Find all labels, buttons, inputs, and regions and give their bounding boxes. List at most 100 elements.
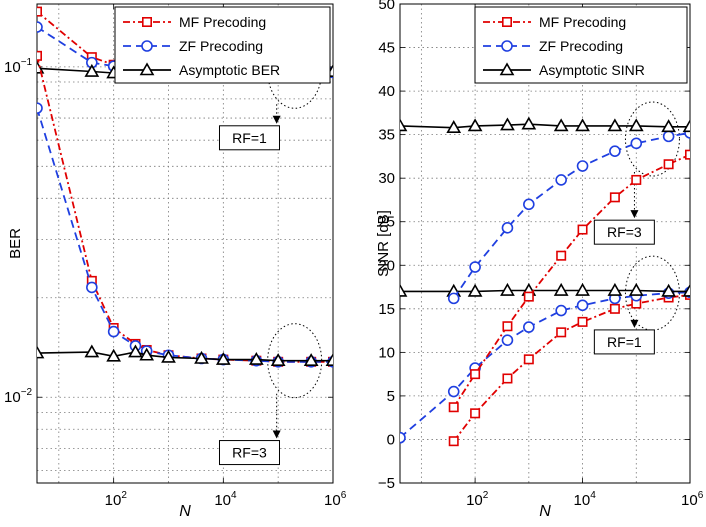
sinr-y-tick-label: 20 (378, 257, 395, 274)
sinr-data-point (467, 118, 483, 132)
ber-x-tick-label: 106 (324, 490, 347, 509)
sinr-data-point (553, 118, 569, 132)
sinr-data-point (577, 224, 588, 235)
legend-swatch-marker (142, 16, 153, 27)
sinr-axes-frame (399, 3, 691, 484)
ber-x-tick-label: 102 (105, 490, 128, 509)
ber-legend: MF Precoding ZF Precoding Asymptotic BER (114, 6, 331, 84)
legend-swatch-marker (139, 62, 155, 76)
sinr-data-point (448, 402, 459, 413)
legend-swatch-marker (501, 16, 512, 27)
sinr-y-tick-label: 10 (378, 344, 395, 361)
sinr-y-tick-label: 0 (387, 431, 395, 448)
sinr-data-point (555, 174, 567, 186)
legend-entry: Asymptotic BER (179, 62, 280, 78)
sinr-annotation: RF=3 (593, 101, 680, 245)
annotation-arrow-head (272, 115, 281, 124)
sinr-data-point (469, 261, 481, 273)
sinr-data-point (501, 334, 514, 346)
sinr-series-line (400, 289, 690, 293)
sinr-data-point (682, 119, 690, 133)
ber-data-point (194, 350, 209, 364)
sinr-data-point (500, 117, 515, 131)
tick-base: 10 (466, 492, 483, 509)
sinr-series-line (452, 294, 690, 442)
ber-y-tick-label: 10−1 (4, 57, 33, 76)
sinr-x-axis-label: N (539, 503, 551, 520)
annotation-box (593, 329, 655, 355)
sinr-data-point (628, 118, 644, 132)
sinr-y-tick-label: 30 (378, 170, 395, 187)
tick-exponent: 2 (121, 490, 127, 501)
legend-swatch-marker (141, 40, 153, 52)
legend-swatch-marker (501, 40, 513, 52)
sinr-series-line (452, 132, 690, 299)
ber-data-point (215, 351, 231, 365)
tick-exponent: 4 (590, 490, 596, 501)
sinr-data-point (447, 292, 460, 305)
ber-x-axis-label: N (179, 503, 191, 520)
sinr-data-point (575, 118, 590, 132)
sinr-data-point (400, 283, 408, 297)
ber-data-point (37, 60, 45, 74)
sinr-x-tick-label: 106 (681, 490, 704, 509)
sinr-y-tick-label: −5 (378, 475, 395, 492)
sinr-data-point (521, 116, 537, 130)
ber-data-point (37, 102, 43, 114)
sinr-x-tick-label: 102 (466, 490, 489, 509)
ber-data-point (303, 353, 319, 366)
annotation-label: RF=3 (607, 224, 642, 240)
sinr-x-tick-label: 104 (574, 490, 597, 509)
sinr-data-point (663, 159, 674, 170)
annotation-arrow-head (630, 210, 639, 219)
sinr-data-point (556, 250, 567, 261)
sinr-data-point (553, 282, 569, 296)
sinr-y-tick-label: 40 (378, 83, 395, 100)
sinr-data-point (447, 385, 460, 398)
annotation-label: RF=1 (232, 130, 267, 146)
tick-exponent: 2 (483, 490, 489, 501)
sinr-data-point (609, 303, 620, 314)
sinr-data-point (607, 118, 623, 132)
tick-base: 10 (681, 492, 698, 509)
sinr-data-point (662, 130, 675, 143)
ber-axes-frame (36, 3, 334, 484)
sinr-data-point (523, 198, 535, 211)
sinr-y-tick-label: 35 (378, 127, 395, 144)
sinr-data-point (523, 354, 534, 365)
sinr-data-point (467, 283, 483, 297)
ber-data-point (270, 353, 286, 366)
ber-data-point (139, 347, 155, 361)
sinr-data-point (631, 174, 642, 185)
sinr-data-point (556, 327, 567, 338)
ber-y-tick-label: 10−2 (4, 387, 33, 406)
sinr-data-point (501, 222, 514, 234)
sinr-data-point (682, 283, 690, 297)
sinr-data-point (523, 321, 535, 333)
sinr-data-point (628, 282, 644, 296)
annotation-ellipse (624, 101, 680, 177)
sinr-y-tick-label: 50 (378, 0, 395, 13)
legend-entry: MF Precoding (539, 14, 626, 30)
sinr-data-point (607, 282, 623, 296)
sinr-data-point (523, 291, 534, 302)
annotation-box (218, 125, 280, 151)
tick-exponent: −2 (21, 387, 33, 398)
sinr-data-point (575, 282, 590, 296)
sinr-data-point (661, 283, 676, 297)
ber-data-point (37, 21, 43, 33)
sinr-data-point (661, 119, 676, 133)
ber-data-point (37, 345, 45, 359)
tick-base: 10 (214, 492, 231, 509)
tick-base: 10 (574, 492, 591, 509)
annotation-label: RF=3 (232, 445, 267, 461)
legend-entry: MF Precoding (179, 14, 266, 30)
sinr-data-point (502, 373, 513, 384)
ber-data-point (84, 344, 100, 358)
legend-swatch-marker (499, 62, 515, 76)
annotation-box (593, 219, 655, 245)
